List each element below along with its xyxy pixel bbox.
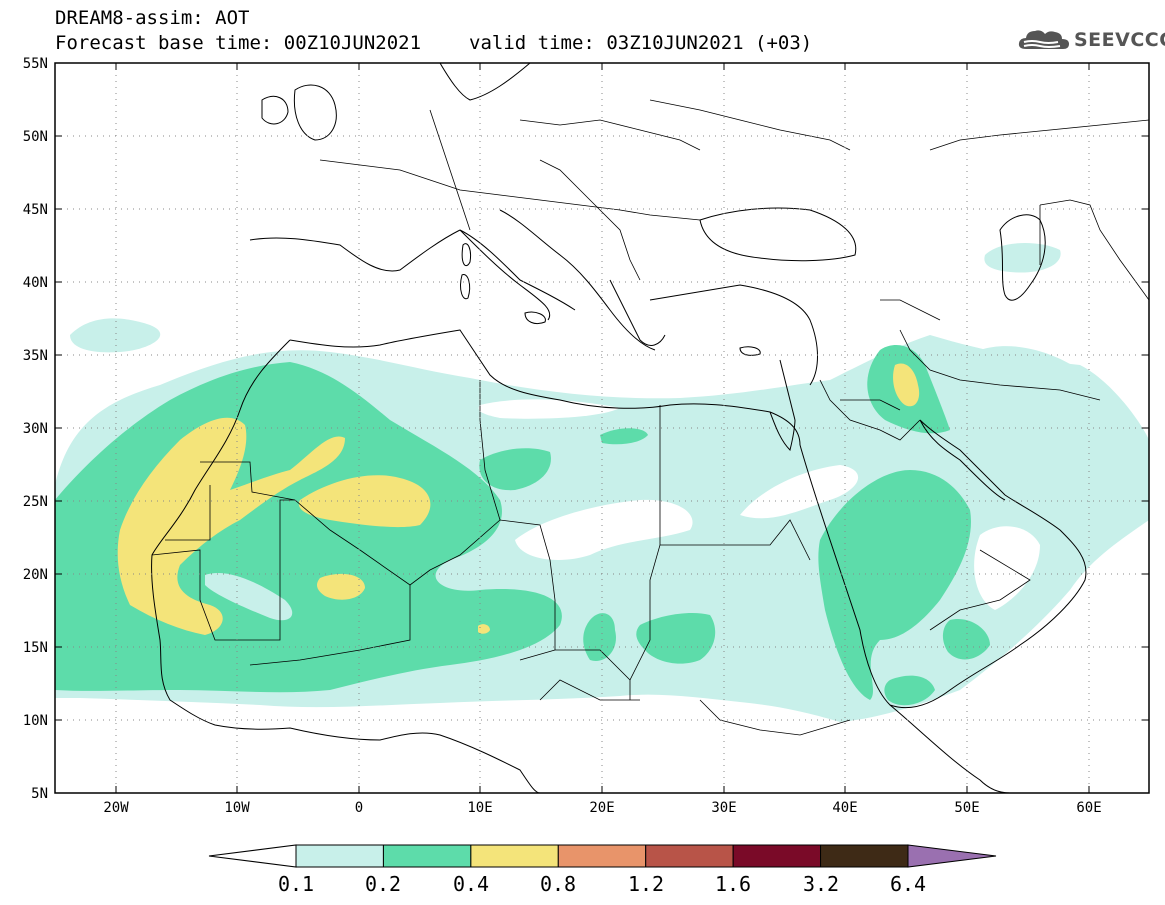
lat-labels: 55N 50N 45N 40N 35N 30N 25N 20N 15N 10N …	[23, 56, 48, 802]
colorbar-label: 3.2	[803, 872, 839, 896]
lat-label: 55N	[23, 56, 48, 72]
colorbar-box	[820, 844, 909, 868]
lat-label: 10N	[23, 713, 48, 729]
lat-label: 25N	[23, 494, 48, 510]
colorbar-label: 0.4	[453, 872, 489, 896]
valid-time-label: valid time: 03Z10JUN2021 (+03)	[469, 32, 813, 54]
colorbar-label: 6.4	[890, 872, 926, 896]
lon-label: 10E	[467, 800, 492, 816]
colorbar-label: 0.2	[365, 872, 401, 896]
lat-label: 5N	[31, 786, 48, 802]
lon-label: 20E	[589, 800, 614, 816]
lat-label: 35N	[23, 348, 48, 364]
lat-label: 15N	[23, 640, 48, 656]
seevccc-logo: SEEVCCC	[1018, 27, 1165, 53]
lon-label: 40E	[832, 800, 857, 816]
lon-labels: 20W 10W 0 10E 20E 30E 40E 50E 60E	[103, 800, 1101, 816]
tick-marks	[55, 62, 1149, 794]
colorbar-box	[645, 844, 734, 868]
colorbar-label: 0.8	[540, 872, 576, 896]
colorbar-labels: 0.1 0.2 0.4 0.8 1.2 1.6 3.2 6.4	[278, 872, 926, 896]
colorbar-label: 1.6	[715, 872, 751, 896]
logo-text: SEEVCCC	[1074, 29, 1165, 51]
colorbar-box	[557, 844, 647, 868]
colorbar: 0.1 0.2 0.4 0.8 1.2 1.6 3.2 6.4	[208, 844, 997, 896]
lat-label: 50N	[23, 129, 48, 145]
lat-label: 20N	[23, 567, 48, 583]
colorbar-box	[732, 844, 822, 868]
lon-label: 30E	[711, 800, 736, 816]
lat-label: 45N	[23, 202, 48, 218]
colorbar-box	[295, 844, 384, 868]
lon-label: 0	[355, 800, 363, 816]
aot-low-areas	[478, 399, 1040, 610]
lat-label: 30N	[23, 421, 48, 437]
grid-lines	[55, 63, 1149, 793]
colorbar-label: 1.2	[628, 872, 664, 896]
colorbar-low-arrow	[208, 844, 297, 868]
lon-label: 10W	[224, 800, 250, 816]
colorbar-box	[382, 844, 472, 868]
colorbar-label: 0.1	[278, 872, 314, 896]
time-info: Forecast base time: 00Z10JUN2021 valid ti…	[55, 34, 812, 53]
colorbar-high-arrow	[907, 844, 997, 868]
lon-label: 60E	[1076, 800, 1101, 816]
lat-label: 40N	[23, 275, 48, 291]
map-title: DREAM8-assim: AOT	[55, 7, 250, 29]
lon-label: 50E	[954, 800, 979, 816]
colorbar-box	[470, 844, 559, 868]
coastlines	[151, 63, 1087, 793]
lon-label: 20W	[103, 800, 129, 816]
country-borders	[151, 99, 1149, 736]
cloud-icon	[1018, 30, 1069, 49]
colorbar-boxes	[295, 844, 909, 868]
aot-band-0.4	[117, 363, 920, 635]
base-time-label: Forecast base time: 00Z10JUN2021	[55, 32, 422, 54]
dust-field	[55, 243, 1149, 722]
